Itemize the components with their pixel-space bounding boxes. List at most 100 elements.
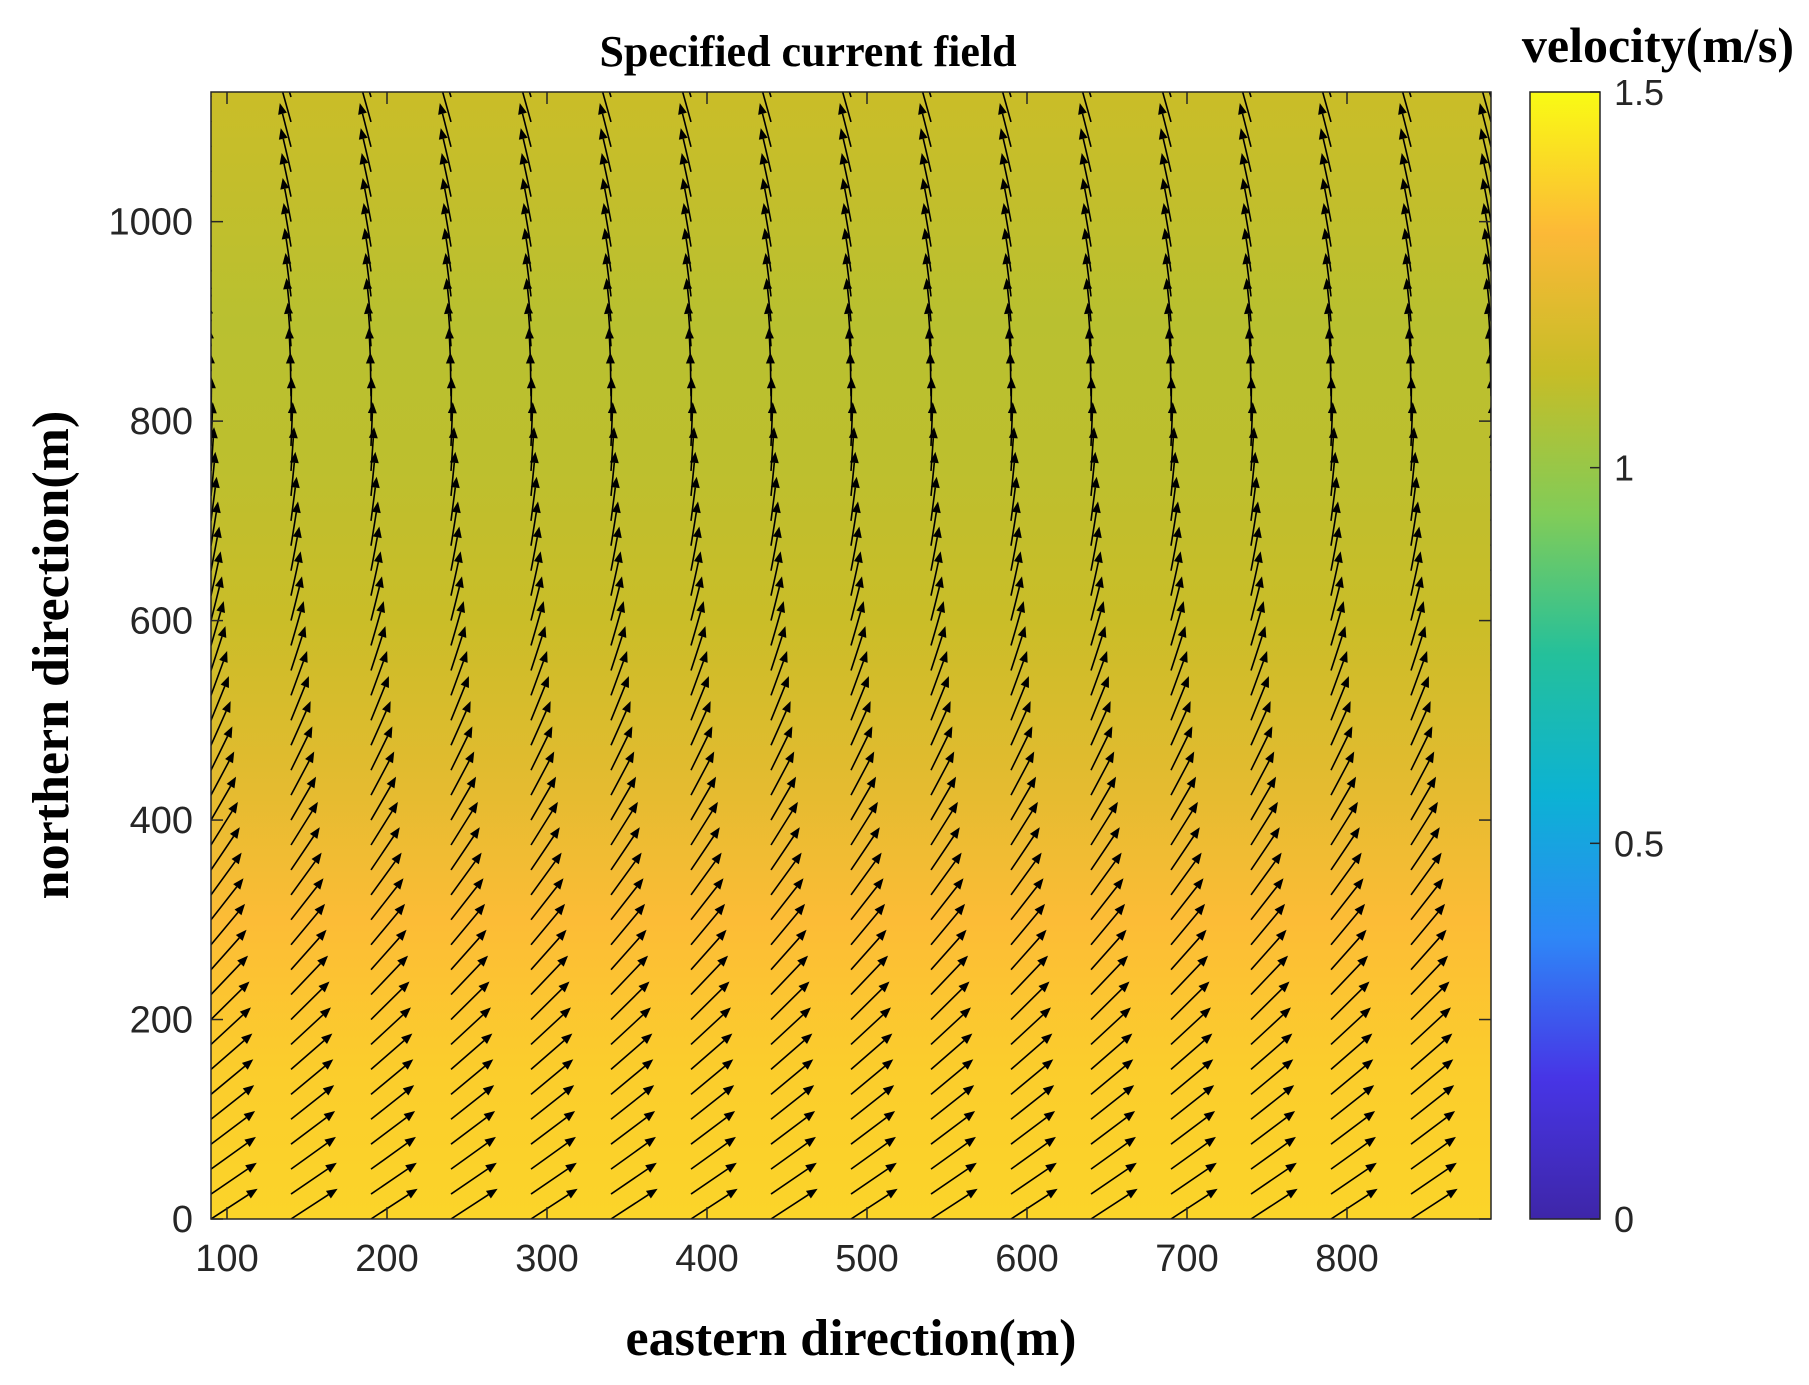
vector-arrowhead xyxy=(562,1085,575,1096)
vector-arrow xyxy=(770,886,798,921)
vector-arrowhead xyxy=(1317,53,1326,65)
vector-arrow xyxy=(1243,163,1252,197)
vector-arrowhead xyxy=(245,1162,257,1173)
vector-arrow xyxy=(370,685,386,721)
vector-arrow xyxy=(1170,760,1190,796)
vector-arrow xyxy=(1481,92,1491,123)
vector-arrow xyxy=(1410,1014,1444,1046)
vector-arrowhead xyxy=(865,751,875,764)
vector-arrowhead xyxy=(779,651,788,663)
vector-arrowhead xyxy=(1504,726,1513,738)
vector-arrow xyxy=(1166,288,1172,322)
vector-arrow xyxy=(610,735,629,771)
vector-arrowhead xyxy=(284,302,294,315)
vector-arrow xyxy=(287,313,292,347)
vector-arrow xyxy=(1090,911,1119,946)
vector-arrowhead xyxy=(1438,981,1450,993)
vector-arrowhead xyxy=(1257,626,1267,638)
vector-arrowhead xyxy=(1033,878,1044,890)
x-tick-label: 300 xyxy=(515,1238,578,1280)
vector-arrow xyxy=(930,512,938,546)
vector-arrow xyxy=(766,288,772,322)
vector-arrowhead xyxy=(723,1110,736,1122)
vector-arrowhead xyxy=(1180,676,1189,688)
vector-arrow xyxy=(1010,861,1036,896)
vector-arrowhead xyxy=(1410,476,1420,489)
vector-arrowhead xyxy=(453,551,463,564)
vector-arrow xyxy=(690,710,707,746)
vector-arrow xyxy=(850,586,861,621)
vector-arrowhead xyxy=(721,1033,733,1045)
vector-arrowhead xyxy=(1336,601,1346,613)
vector-arrow xyxy=(1250,1116,1287,1145)
vector-arrowhead xyxy=(539,651,548,663)
vector-arrowhead xyxy=(852,526,862,539)
vector-arrow xyxy=(1250,810,1273,846)
vector-arrow xyxy=(368,338,372,372)
vector-arrowhead xyxy=(1361,1059,1374,1070)
vector-arrow xyxy=(450,487,457,521)
vector-arrowhead xyxy=(361,202,370,215)
vector-arrow xyxy=(290,685,306,721)
vector-arrowhead xyxy=(997,78,1006,90)
vector-arrowhead xyxy=(376,601,386,613)
vector-arrow xyxy=(690,537,699,571)
vector-arrowhead xyxy=(553,878,564,890)
vector-arrowhead xyxy=(1035,929,1047,941)
vector-arrowhead xyxy=(217,626,227,638)
vector-arrow xyxy=(530,462,536,497)
vector-arrow xyxy=(926,263,932,297)
vector-arrow xyxy=(1330,1014,1364,1046)
vector-arrow xyxy=(841,92,852,123)
vector-arrow xyxy=(1410,636,1423,671)
vector-arrowhead xyxy=(1335,576,1344,589)
vector-arrowhead xyxy=(1401,227,1411,240)
vector-arrowhead xyxy=(875,929,887,941)
vector-arrow xyxy=(850,1142,888,1170)
vector-arrowhead xyxy=(386,776,397,789)
vector-arrow xyxy=(1410,512,1418,546)
vector-arrowhead xyxy=(1170,476,1180,489)
vector-arrow xyxy=(290,636,303,671)
vector-arrow xyxy=(370,512,378,546)
vector-arrowhead xyxy=(1157,78,1166,90)
vector-arrow xyxy=(687,313,692,347)
vector-arrowhead xyxy=(958,981,970,993)
vector-arrow xyxy=(1170,1116,1207,1145)
vector-arrowhead xyxy=(642,1085,655,1096)
vector-arrowhead xyxy=(1119,1007,1131,1019)
vector-arrowhead xyxy=(321,1059,334,1070)
vector-arrowhead xyxy=(1118,981,1130,993)
vector-arrow xyxy=(445,238,452,272)
vector-arrow xyxy=(610,438,615,472)
vector-arrow xyxy=(1081,113,1092,148)
vector-arrow xyxy=(1410,462,1416,497)
vector-arrow xyxy=(1170,911,1199,946)
vector-arrow xyxy=(363,188,372,222)
vector-arrowhead xyxy=(1265,751,1275,764)
vector-arrow xyxy=(1090,710,1107,746)
vector-arrowhead xyxy=(521,202,530,215)
vector-arrowhead xyxy=(885,1162,897,1173)
vector-arrow xyxy=(370,760,390,796)
vector-arrowhead xyxy=(1194,903,1206,916)
vector-arrow xyxy=(770,537,779,571)
vector-arrow xyxy=(450,586,461,621)
vector-arrow xyxy=(366,288,372,322)
vector-arrow xyxy=(1407,313,1412,347)
vector-arrowhead xyxy=(954,903,966,916)
vector-arrowhead xyxy=(1238,103,1247,115)
vector-arrowhead xyxy=(1081,227,1091,240)
vector-arrow xyxy=(363,163,372,197)
vector-arrowhead xyxy=(317,955,329,967)
vector-arrow xyxy=(1246,263,1252,297)
vector-arrow xyxy=(610,1116,647,1145)
vector-arrowhead xyxy=(225,751,235,764)
vector-arrow xyxy=(1330,1142,1368,1170)
vector-arrowhead xyxy=(314,903,326,916)
vector-arrowhead xyxy=(296,601,306,613)
vector-arrow xyxy=(370,537,379,571)
vector-arrow xyxy=(1410,1091,1447,1120)
vector-arrowhead xyxy=(1439,1007,1451,1019)
y-tick-label: 600 xyxy=(130,601,193,643)
